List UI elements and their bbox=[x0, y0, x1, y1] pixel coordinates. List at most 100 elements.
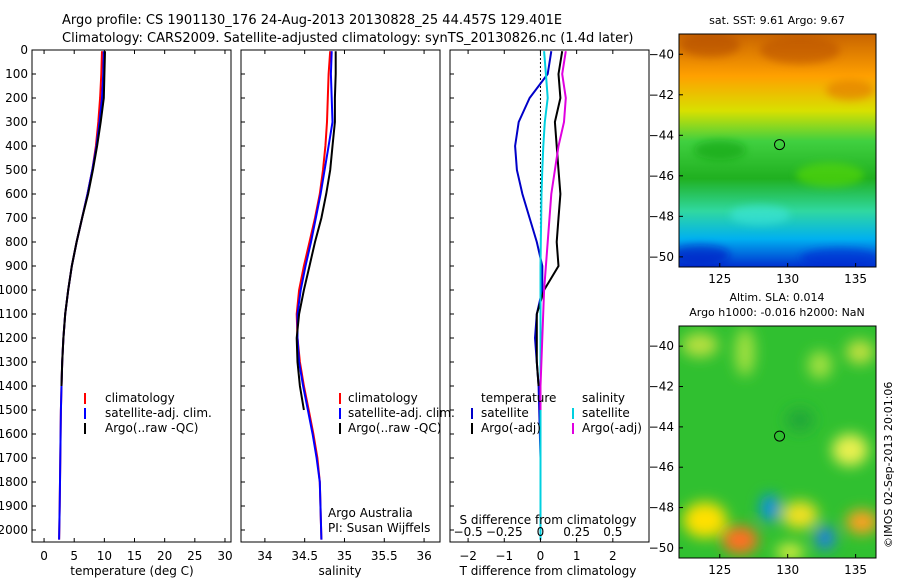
y-tick-label: 200 bbox=[5, 91, 28, 105]
y-tick-label: 1300 bbox=[0, 355, 28, 369]
salinity-axes-box bbox=[240, 49, 441, 543]
difference-lines bbox=[450, 49, 567, 540]
legend-label-satellite-adj: satellite-adj. clim. bbox=[105, 406, 212, 420]
sla-low-patch bbox=[786, 408, 814, 432]
sla-map-title: Altim. SLA: 0.014 bbox=[729, 291, 824, 304]
legend-heading-salinity: salinity bbox=[582, 391, 625, 405]
series-line-argo-raw-qc bbox=[295, 51, 337, 411]
sst-warm-patch bbox=[680, 34, 740, 57]
depth-y-ticks: 0 100 200 300 400 500 600 700 800 900 1000 1100 1200… bbox=[0, 43, 36, 537]
y-tick-label: 0 bbox=[20, 43, 28, 57]
temperature-x-label: temperature (deg C) bbox=[70, 564, 193, 578]
sla-map-panel: Altim. SLA: 0.014 Argo h1000: -0.016 h20… bbox=[649, 291, 877, 577]
lat-tick-label: −46 bbox=[649, 460, 674, 474]
x-tick-label: 5 bbox=[70, 549, 78, 563]
x-tick-label: 35.5 bbox=[371, 549, 398, 563]
data-source-line1: Argo Australia bbox=[328, 506, 413, 520]
secondary-x-tick-label: 0.25 bbox=[563, 525, 590, 539]
y-tick-label: 500 bbox=[5, 163, 28, 177]
figure-title-line2: Climatology: CARS2009. Satellite-adjuste… bbox=[62, 31, 634, 46]
secondary-x-tick-label: −0.25 bbox=[486, 525, 523, 539]
sla-map-axes-box bbox=[678, 325, 877, 559]
figure-title-line1: Argo profile: CS 1901130_176 24-Aug-2013… bbox=[62, 13, 562, 28]
salinity-lines bbox=[241, 49, 337, 540]
lat-tick-label: −50 bbox=[649, 250, 674, 264]
sst-map-title: sat. SST: 9.61 Argo: 9.67 bbox=[709, 14, 845, 27]
legend-label-s-satellite: satellite bbox=[582, 406, 630, 420]
lat-tick-label: −42 bbox=[649, 380, 674, 394]
temperature-difference-label: T difference from climatology bbox=[459, 564, 637, 578]
sla-high-patch bbox=[846, 510, 876, 534]
sst-cool-patch bbox=[796, 163, 864, 187]
lat-tick-label: −46 bbox=[649, 169, 674, 183]
x-tick-label: 30 bbox=[217, 549, 232, 563]
y-tick-label: 400 bbox=[5, 139, 28, 153]
x-tick-label: 1 bbox=[573, 549, 581, 563]
temperature-legend: climatology satellite-adj. clim. Argo(..… bbox=[84, 391, 212, 435]
y-tick-label: 1700 bbox=[0, 451, 28, 465]
sst-field bbox=[679, 34, 876, 267]
y-tick-label: 2000 bbox=[0, 523, 28, 537]
lat-tick-label: −44 bbox=[649, 128, 674, 142]
temperature-lines bbox=[58, 51, 106, 540]
y-tick-label: 1900 bbox=[0, 499, 28, 513]
y-tick-label: 1500 bbox=[0, 403, 28, 417]
series-line-satellite-adj-clim bbox=[296, 51, 334, 540]
lat-tick-label: −48 bbox=[649, 501, 674, 515]
difference-panel: −2 −1 0 1 2 −0.5 −0.25 0 0.25 0.5 S difference f… bbox=[449, 49, 650, 578]
sla-map-subtitle: Argo h1000: -0.016 h2000: NaN bbox=[689, 306, 865, 319]
salinity-legend: climatology satellite-adj. clim. Argo(..… bbox=[339, 391, 455, 435]
x-tick-label: 15 bbox=[127, 549, 142, 563]
sla-high-patch bbox=[776, 544, 804, 558]
y-tick-label: 1600 bbox=[0, 427, 28, 441]
y-tick-label: 1800 bbox=[0, 475, 28, 489]
sst-cold-patch bbox=[800, 248, 876, 267]
lat-tick-label: −40 bbox=[649, 339, 674, 353]
series-line-temperature-argo-adj bbox=[535, 51, 564, 387]
salinity-panel: 34 34.5 35 35.5 36 salinity climatology sate… bbox=[240, 49, 455, 578]
x-tick-label: 34 bbox=[257, 549, 272, 563]
x-tick-label: −2 bbox=[459, 549, 477, 563]
lat-tick-label: −44 bbox=[649, 420, 674, 434]
y-tick-label: 300 bbox=[5, 115, 28, 129]
sla-low-patch bbox=[760, 494, 780, 522]
sst-map-lon-ticks: 125 130 135 bbox=[708, 263, 867, 286]
sla-argo-location-marker bbox=[774, 430, 786, 442]
difference-x-ticks: −2 −1 0 1 2 bbox=[459, 50, 617, 563]
y-tick-label: 600 bbox=[5, 187, 28, 201]
y-tick-label: 700 bbox=[5, 211, 28, 225]
series-line-salinity-argo-adj bbox=[539, 51, 567, 410]
sla-map-lat-ticks: −40 −42 −44 −46 −48 −50 bbox=[649, 339, 683, 555]
sla-map-lon-ticks: 125 130 135 bbox=[708, 554, 867, 577]
sst-cool-patch bbox=[730, 205, 790, 225]
sla-high-patch bbox=[682, 333, 718, 357]
lat-tick-label: −40 bbox=[649, 47, 674, 61]
lon-tick-label: 125 bbox=[708, 272, 731, 286]
y-tick-label: 100 bbox=[5, 67, 28, 81]
sla-low-patch bbox=[815, 526, 835, 550]
sst-cold-patch bbox=[679, 245, 730, 265]
lat-tick-label: −42 bbox=[649, 88, 674, 102]
legend-label-climatology: climatology bbox=[348, 391, 418, 405]
sla-high-patch bbox=[722, 526, 758, 554]
imos-credit: ©IMOS 02-Sep-2013 20:01:06 bbox=[882, 382, 895, 548]
series-line-argo-raw-qc bbox=[60, 51, 106, 387]
secondary-x-tick-label: 0.5 bbox=[603, 525, 622, 539]
x-tick-label: 36 bbox=[416, 549, 431, 563]
salinity-difference-label: S difference from climatology bbox=[460, 513, 637, 527]
legend-label-satellite-adj: satellite-adj. clim. bbox=[348, 406, 455, 420]
temperature-x-ticks: 0 5 10 15 20 25 30 bbox=[40, 50, 233, 563]
lon-tick-label: 135 bbox=[844, 563, 867, 577]
x-tick-label: 35 bbox=[337, 549, 352, 563]
temperature-panel: 0 5 10 15 20 25 30 0 100 200 300 400 500 600 700 800 90… bbox=[0, 43, 233, 578]
series-line-climatology bbox=[58, 51, 103, 540]
x-tick-label: 34.5 bbox=[291, 549, 318, 563]
salinity-x-ticks: 34 34.5 35 35.5 36 bbox=[257, 50, 432, 563]
temperature-axes-box bbox=[31, 49, 232, 543]
x-tick-label: 0 bbox=[537, 549, 545, 563]
legend-label-argo: Argo(..raw -QC) bbox=[105, 421, 198, 435]
y-tick-label: 1000 bbox=[0, 283, 28, 297]
secondary-x-tick-label: 0 bbox=[537, 525, 545, 539]
x-tick-label: −1 bbox=[495, 549, 513, 563]
